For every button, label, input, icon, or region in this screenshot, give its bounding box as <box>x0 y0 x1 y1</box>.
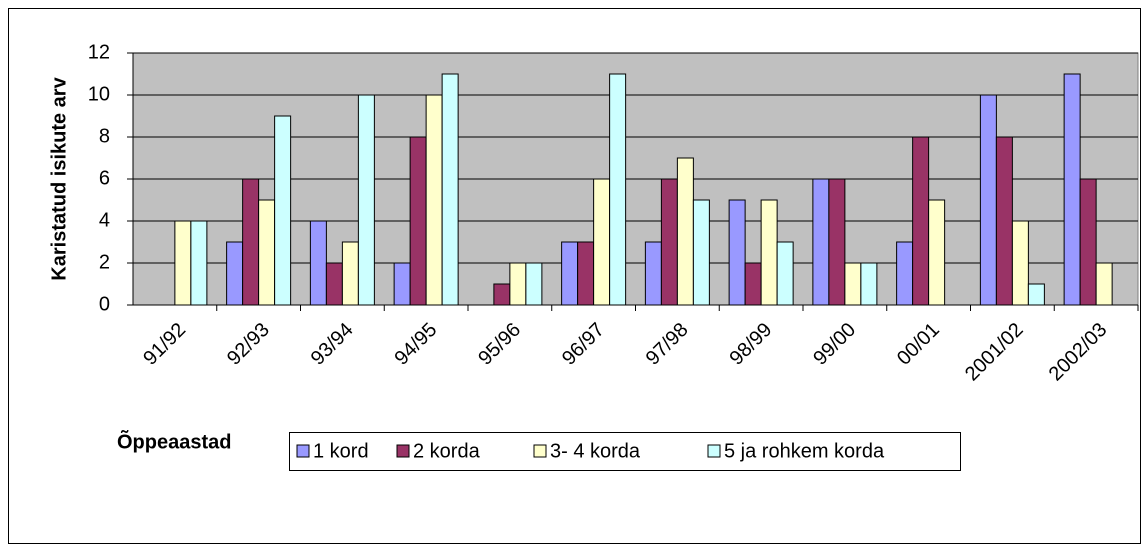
bar <box>844 262 862 306</box>
bar <box>242 178 260 306</box>
bar <box>744 262 762 306</box>
bar <box>493 283 511 306</box>
bar <box>525 262 543 306</box>
bar <box>660 178 678 306</box>
bar <box>441 73 459 306</box>
bar <box>561 241 579 306</box>
bar <box>309 220 327 306</box>
bar <box>728 199 746 306</box>
legend-label: 3- 4 korda <box>550 440 641 462</box>
bar <box>812 178 830 306</box>
y-tick-label: 0 <box>99 293 110 315</box>
bar <box>760 199 778 306</box>
bar <box>325 262 343 306</box>
bar <box>860 262 878 306</box>
bar <box>393 262 411 306</box>
y-axis-title: Karistatud isikute arv <box>48 76 70 280</box>
bar <box>1011 220 1029 306</box>
bar <box>1079 178 1097 306</box>
bar <box>609 73 627 306</box>
y-tick-label: 2 <box>99 251 110 273</box>
legend-swatch <box>296 444 310 458</box>
bar <box>828 178 846 306</box>
bar <box>979 94 997 306</box>
bar <box>1027 283 1045 306</box>
bar <box>912 136 930 306</box>
bar <box>593 178 611 306</box>
bar <box>896 241 914 306</box>
bar <box>928 199 946 306</box>
bar <box>357 94 375 306</box>
bar <box>995 136 1013 306</box>
bar <box>1095 262 1113 306</box>
bar <box>676 157 694 306</box>
bar <box>341 241 359 306</box>
y-tick-label: 6 <box>99 167 110 189</box>
legend-label: 1 kord <box>313 440 369 462</box>
bar <box>274 115 292 306</box>
bar <box>425 94 443 306</box>
legend-label: 5 ja rohkem korda <box>724 440 885 462</box>
bar <box>190 220 208 306</box>
bar <box>776 241 794 306</box>
bar <box>258 199 276 306</box>
bar <box>1063 73 1081 306</box>
legend-swatch <box>707 444 721 458</box>
legend-swatch <box>533 444 547 458</box>
bar <box>174 220 192 306</box>
legend-label: 2 korda <box>413 440 481 462</box>
bar <box>226 241 244 306</box>
y-tick-label: 10 <box>88 83 110 105</box>
y-tick-label: 4 <box>99 209 110 231</box>
y-tick-label: 12 <box>88 41 110 63</box>
bar <box>692 199 710 306</box>
bar <box>409 136 427 306</box>
y-tick-label: 8 <box>99 125 110 147</box>
bar <box>577 241 595 306</box>
legend-swatch <box>396 444 410 458</box>
bar <box>644 241 662 306</box>
bar <box>509 262 527 306</box>
x-axis-title: Õppeaastad <box>117 429 231 453</box>
